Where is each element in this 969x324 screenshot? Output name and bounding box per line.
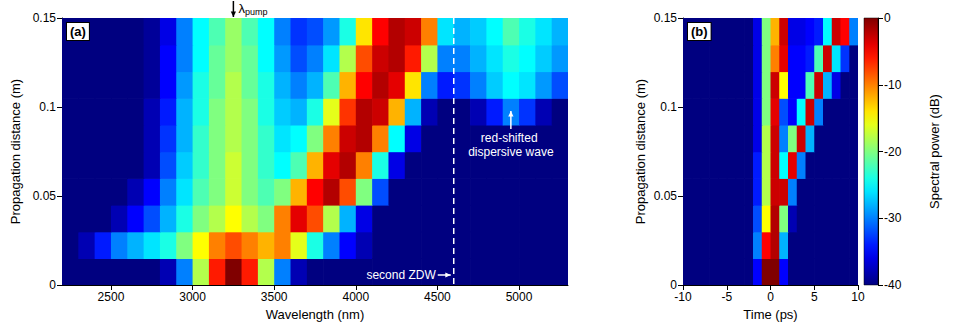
svg-text:dispersive wave: dispersive wave — [468, 145, 554, 159]
svg-text:-20: -20 — [884, 145, 902, 159]
svg-text:0: 0 — [49, 278, 56, 292]
svg-text:pump: pump — [245, 7, 268, 17]
svg-text:3500: 3500 — [261, 290, 288, 304]
svg-text:0.1: 0.1 — [39, 100, 56, 114]
svg-text:10: 10 — [851, 290, 865, 304]
svg-text:5000: 5000 — [506, 290, 533, 304]
svg-text:0.05: 0.05 — [654, 189, 678, 203]
svg-text:0.15: 0.15 — [33, 11, 57, 25]
svg-text:-10: -10 — [674, 290, 692, 304]
svg-text:4500: 4500 — [424, 290, 451, 304]
svg-text:(a): (a) — [70, 24, 86, 39]
svg-text:3000: 3000 — [179, 290, 206, 304]
svg-text:-5: -5 — [721, 290, 732, 304]
svg-text:-10: -10 — [884, 78, 902, 92]
svg-text:Propagation distance (m): Propagation distance (m) — [633, 79, 648, 224]
svg-text:Wavelength (nm): Wavelength (nm) — [266, 307, 365, 322]
svg-text:Propagation distance (m): Propagation distance (m) — [8, 79, 23, 224]
svg-text:0: 0 — [767, 290, 774, 304]
svg-text:0.1: 0.1 — [660, 100, 677, 114]
svg-text:second ZDW: second ZDW — [366, 268, 436, 282]
svg-text:0.05: 0.05 — [33, 189, 57, 203]
svg-text:4000: 4000 — [342, 290, 369, 304]
svg-text:Spectral power (dB): Spectral power (dB) — [927, 94, 942, 209]
svg-text:0.15: 0.15 — [654, 11, 678, 25]
svg-text:0: 0 — [884, 11, 891, 25]
svg-text:-30: -30 — [884, 211, 902, 225]
svg-text:Time (ps): Time (ps) — [743, 307, 797, 322]
svg-text:-40: -40 — [884, 278, 902, 292]
svg-text:5: 5 — [811, 290, 818, 304]
svg-text:0: 0 — [670, 278, 677, 292]
svg-text:red-shifted: red-shifted — [481, 131, 541, 145]
svg-text:2500: 2500 — [98, 290, 125, 304]
svg-text:(b): (b) — [691, 24, 708, 39]
svg-text:λ: λ — [238, 1, 245, 16]
